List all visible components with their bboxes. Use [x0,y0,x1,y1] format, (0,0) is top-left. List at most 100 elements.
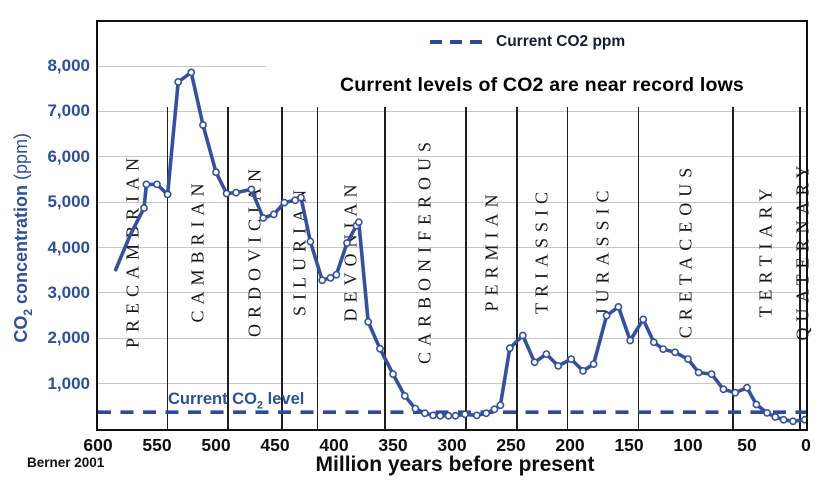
data-point-marker [163,190,172,199]
data-point-marker [212,168,220,177]
legend-label: Current CO2 ppm [496,33,626,50]
data-point-marker [800,415,806,424]
plot-area: PRECAMBRIAN CAMBRIAN ORDOVICIAN SILURIAN DEV… [96,20,813,431]
data-point-marker [707,370,716,378]
gridline-8000 [98,65,266,67]
x-tick-label-100: 100 [673,435,703,455]
data-point-marker [187,68,196,77]
period-boundary-142my [637,107,640,429]
gridline-1000 [98,383,806,385]
data-point-marker [482,409,491,418]
data-point-marker [779,415,788,424]
data-point-marker [472,411,481,420]
data-point-marker [332,270,341,279]
data-point-marker [269,210,278,219]
y-tick-label-2000: 2,000 [47,328,90,348]
data-point-marker [542,350,551,358]
data-point-marker [326,273,335,282]
data-point-marker [376,344,384,353]
period-boundary-245my [516,107,518,429]
data-point-marker [444,411,453,420]
data-point-marker [671,348,679,357]
data-point-marker [420,409,429,418]
data-point-marker [153,180,161,189]
data-point-marker [461,410,469,419]
data-point-marker [731,388,740,397]
data-point-marker [306,237,315,246]
data-point-marker [222,189,231,198]
period-boundary-5my [799,107,801,429]
y-tick-label-7000: 7,000 [47,101,90,121]
x-tick-label-0: 0 [801,435,811,455]
gridline-2000 [98,337,806,339]
data-point-marker [649,338,658,347]
legend-dashed-line-icon [430,40,482,44]
data-point-marker [490,405,499,414]
data-point-marker [518,331,527,340]
data-point-marker [752,400,761,409]
attribution: Berner 2001 [27,455,105,470]
data-point-marker [174,78,183,86]
gridline-7000 [98,110,806,112]
period-boundary-444my [281,107,283,429]
data-point-marker [530,358,539,367]
data-point-marker [567,355,576,363]
chart-title: Current levels of CO2 are near record lo… [340,74,744,96]
data-point-marker [505,344,514,353]
y-tick-label-3000: 3,000 [47,282,90,302]
data-point-marker [496,401,505,410]
data-point-marker [589,360,598,368]
period-boundary-202my [566,107,569,429]
data-point-marker [411,404,420,413]
data-point-marker [789,417,797,426]
data-point-marker [354,218,363,226]
data-point-marker [140,204,148,212]
data-point-marker [659,345,668,353]
data-point-marker [639,315,648,324]
gridline-3000 [98,292,806,294]
x-tick-label-350: 350 [378,435,408,455]
x-tick-label-200: 200 [555,435,585,455]
data-point-marker [318,276,327,285]
data-point-marker [247,185,256,194]
period-boundary-62my [732,107,734,429]
data-point-marker [626,336,635,345]
x-tick-label-250: 250 [496,435,526,455]
x-axis-title: Million years before present [315,453,595,476]
data-point-marker [554,361,563,370]
data-point-marker [694,368,703,377]
current-co2-level-annotation: Current CO2 level [168,390,305,412]
data-point-marker [343,239,351,247]
x-tick-label-600: 600 [83,435,113,455]
gridline-6000 [98,156,806,158]
period-boundary-357my [383,107,386,429]
y-tick-label-8000: 8,000 [47,56,90,75]
data-point-marker [451,411,460,420]
data-point-marker [429,411,437,420]
y-tick-label-4000: 4,000 [47,237,90,257]
x-tick-label-150: 150 [614,435,644,455]
gridline-5000 [98,201,806,203]
data-point-marker [364,317,373,326]
data-point-marker [389,370,397,378]
data-point-marker [199,121,207,129]
x-tick-label-400: 400 [319,435,349,455]
data-point-marker [719,385,728,394]
data-point-marker [259,214,268,222]
y-tick-label-6000: 6,000 [47,146,90,166]
data-point-marker [614,302,623,311]
x-tick-label-550: 550 [142,435,172,455]
data-point-marker [743,383,751,392]
data-point-marker [142,180,151,189]
data-point-marker [579,366,587,375]
data-point-marker [436,411,445,420]
data-point-marker [771,413,780,421]
legend: Current CO2 ppm [430,33,625,51]
data-point-marker [763,408,771,417]
data-point-marker [400,391,409,400]
period-boundary-288my [465,107,467,429]
y-tick-label-1000: 1,000 [47,373,90,393]
y-tick-label-5000: 5,000 [47,192,90,212]
data-point-marker [684,355,692,363]
